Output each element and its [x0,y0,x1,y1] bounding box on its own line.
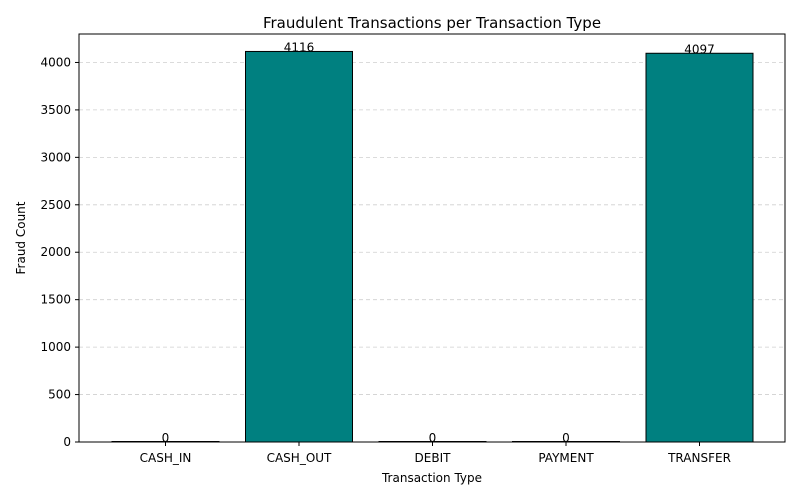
y-tick-label: 4000 [40,55,71,69]
x-axis-ticks: CASH_IN CASH_OUT DEBIT PAYMENT TRANSFER [140,442,731,465]
y-tick-label: 2000 [40,245,71,259]
y-axis-ticks: 0 500 1000 1500 2000 2500 3000 3500 4000 [40,55,79,449]
y-tick-label: 500 [48,388,71,402]
x-axis-label: Transaction Type [381,471,482,485]
data-label: 0 [162,431,170,445]
data-label: 0 [562,431,570,445]
x-tick-label: CASH_OUT [267,451,332,465]
y-axis-label: Fraud Count [14,201,28,274]
y-tick-label: 3000 [40,150,71,164]
bar-cash-out [245,50,353,443]
x-tick-label: TRANSFER [667,451,731,465]
y-tick-label: 1500 [40,293,71,307]
plot-frame [78,33,786,443]
x-tick-label: PAYMENT [538,451,594,465]
y-tick-label: 0 [63,435,71,449]
chart-title: Fraudulent Transactions per Transaction … [263,14,601,32]
bar-transfer [645,52,754,443]
x-tick-label: DEBIT [415,451,452,465]
data-label: 4097 [684,42,715,56]
data-label: 0 [429,431,437,445]
x-tick-label: CASH_IN [140,451,192,465]
data-labels-layer: 0 4116 0 0 4097 [162,40,715,445]
y-tick-label: 1000 [40,340,71,354]
y-tick-label: 3500 [40,103,71,117]
y-tick-label: 2500 [40,198,71,212]
data-label: 4116 [284,40,315,54]
